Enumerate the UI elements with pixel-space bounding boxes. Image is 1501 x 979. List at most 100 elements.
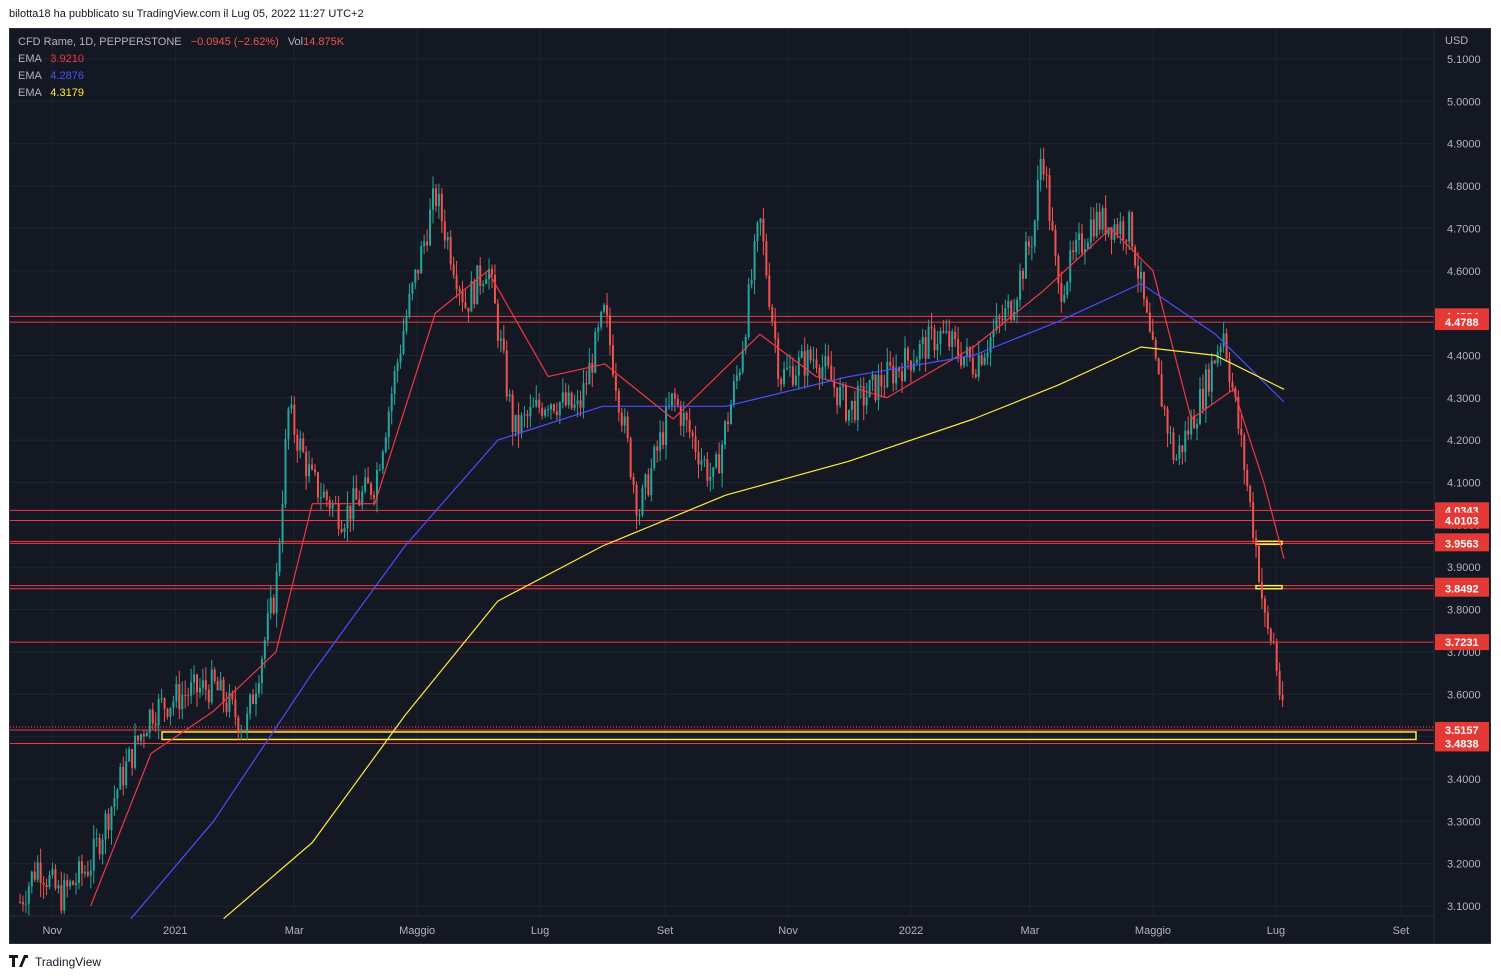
candle-body <box>1260 581 1263 599</box>
candle-body <box>535 399 538 407</box>
candle-body <box>780 378 783 385</box>
candle-body <box>305 451 308 477</box>
candle-body <box>278 543 281 572</box>
candle-body <box>1278 670 1281 696</box>
currency-label: USD <box>1445 35 1468 47</box>
candle-body <box>269 597 272 614</box>
candle-body <box>850 400 853 410</box>
candle-body <box>718 454 721 474</box>
candle-body <box>343 528 346 533</box>
price-axis[interactable]: USD 5.1000 5.0000 4.9000 4.8000 4.7000 4.6000 4… <box>1433 29 1489 943</box>
candle-body <box>426 241 429 246</box>
candle-body <box>1216 352 1219 364</box>
candle-body <box>1184 430 1187 453</box>
candle-body <box>414 269 417 284</box>
symbol-row[interactable]: CFD Rame, 1D, PEPPERSTONE −0.0945 (−2.62… <box>18 34 344 51</box>
candle-body <box>485 279 488 284</box>
ema-mid-line <box>130 282 1285 920</box>
candle-body <box>1272 641 1275 643</box>
candle-body <box>308 464 311 477</box>
candle-body <box>131 749 134 768</box>
candle-body <box>458 288 461 292</box>
candle-body <box>54 869 57 889</box>
candle-body <box>974 374 977 377</box>
candle-body <box>715 454 718 468</box>
chart-panel[interactable] <box>9 28 1491 944</box>
candle-body <box>89 870 92 876</box>
level-tag <box>1435 580 1489 597</box>
candle-body <box>1116 224 1119 235</box>
tradingview-logo-icon <box>9 954 31 970</box>
candle-body <box>378 469 381 471</box>
candle-body <box>311 464 314 470</box>
candle-body <box>945 331 948 333</box>
candle-body <box>387 411 390 438</box>
candle-body <box>511 394 514 433</box>
candle-body <box>650 468 653 496</box>
candle-body <box>889 362 892 366</box>
candle-body <box>983 357 986 365</box>
y-tick-label: 4.6000 <box>1447 266 1481 278</box>
candle-body <box>856 386 859 421</box>
support-zone-rect[interactable] <box>161 731 1417 741</box>
candle-body <box>1178 445 1181 459</box>
candle-body <box>1175 458 1178 460</box>
ema-row-mid[interactable]: EMA 4.2876 <box>18 68 344 85</box>
time-axis[interactable]: Nov 2021 Mar Maggio Lug Set Nov 2022 Mar Maggio Lu… <box>42 925 1409 937</box>
candle-body <box>1089 219 1092 243</box>
candle-body <box>759 218 762 223</box>
candle-body <box>614 375 617 391</box>
candle-body <box>358 499 361 506</box>
y-tick-label: 3.6000 <box>1447 689 1481 701</box>
chart-legend: CFD Rame, 1D, PEPPERSTONE −0.0945 (−2.62… <box>18 34 344 102</box>
candle-body <box>1036 179 1039 221</box>
level-tag <box>1435 535 1489 552</box>
candle-body <box>243 730 246 732</box>
breakdown-zone-rect[interactable] <box>1255 584 1283 590</box>
candle-body <box>815 359 818 368</box>
candle-body <box>859 385 862 387</box>
candle-body <box>691 432 694 437</box>
candle-body <box>1169 432 1172 434</box>
ema-row-slow[interactable]: EMA 4.3179 <box>18 85 344 102</box>
breakdown-zone-rect[interactable] <box>1255 540 1283 546</box>
candle-body <box>611 345 614 376</box>
candle-body <box>665 406 668 446</box>
candle-body <box>275 571 278 614</box>
candle-body <box>735 375 738 382</box>
candle-body <box>69 881 72 887</box>
candle-body <box>656 446 659 451</box>
candle-body <box>526 414 529 417</box>
candle-body <box>113 798 116 808</box>
candle-body <box>1140 271 1142 279</box>
candle-body <box>1243 434 1246 470</box>
candle-body <box>408 293 411 316</box>
candle-body <box>1145 299 1148 313</box>
x-tick-label: Nov <box>42 925 62 937</box>
candle-body <box>1263 598 1266 613</box>
candle-body <box>541 407 544 416</box>
candle-body <box>210 669 213 703</box>
candle-body <box>290 404 293 409</box>
candle-body <box>157 699 160 726</box>
ema-value: 4.3179 <box>50 87 84 99</box>
candle-body <box>169 707 172 717</box>
y-tick-label: 4.2000 <box>1447 435 1481 447</box>
candle-body <box>423 241 426 247</box>
candle-body <box>1022 270 1024 279</box>
candle-body <box>1151 331 1154 340</box>
ema-row-fast[interactable]: EMA 3.9210 <box>18 51 344 68</box>
candle-body <box>83 871 86 874</box>
candle-body <box>721 444 724 474</box>
candle-body <box>505 350 508 397</box>
candle-body <box>60 885 63 911</box>
candle-body <box>995 317 998 330</box>
candle-body <box>939 330 942 344</box>
candle-body <box>1196 424 1199 429</box>
candle-body <box>240 730 243 733</box>
candle-body <box>390 393 393 412</box>
candle-body <box>1060 283 1063 302</box>
candle-body <box>514 414 517 433</box>
candle-body <box>933 328 936 351</box>
